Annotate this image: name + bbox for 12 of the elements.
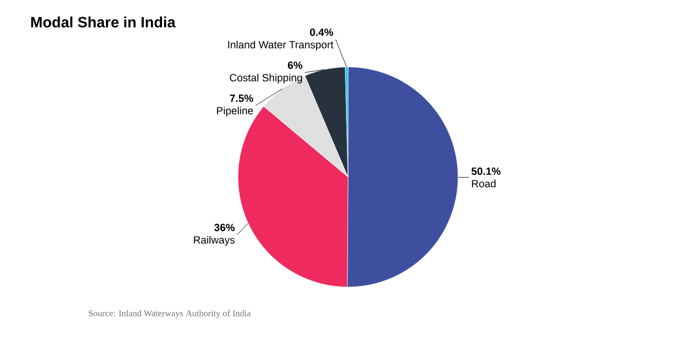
slice-label: Railways bbox=[194, 236, 235, 246]
data-label: 6% bbox=[288, 62, 302, 69]
slice-label: Costal Shipping bbox=[230, 74, 302, 84]
slice-label: Road bbox=[472, 180, 496, 188]
data-label: 0.4% bbox=[310, 28, 334, 36]
data-label: 50.1% bbox=[472, 168, 501, 175]
slice-label: Inland Water Transport bbox=[228, 40, 334, 50]
source-note: Source: Inland Waterways Authority of India bbox=[88, 310, 251, 318]
chart-title: Modal Share in India bbox=[31, 16, 176, 28]
data-label: 36% bbox=[214, 224, 235, 232]
data-label: 7.5% bbox=[230, 94, 254, 102]
slice-label: Pipeline bbox=[217, 106, 253, 116]
